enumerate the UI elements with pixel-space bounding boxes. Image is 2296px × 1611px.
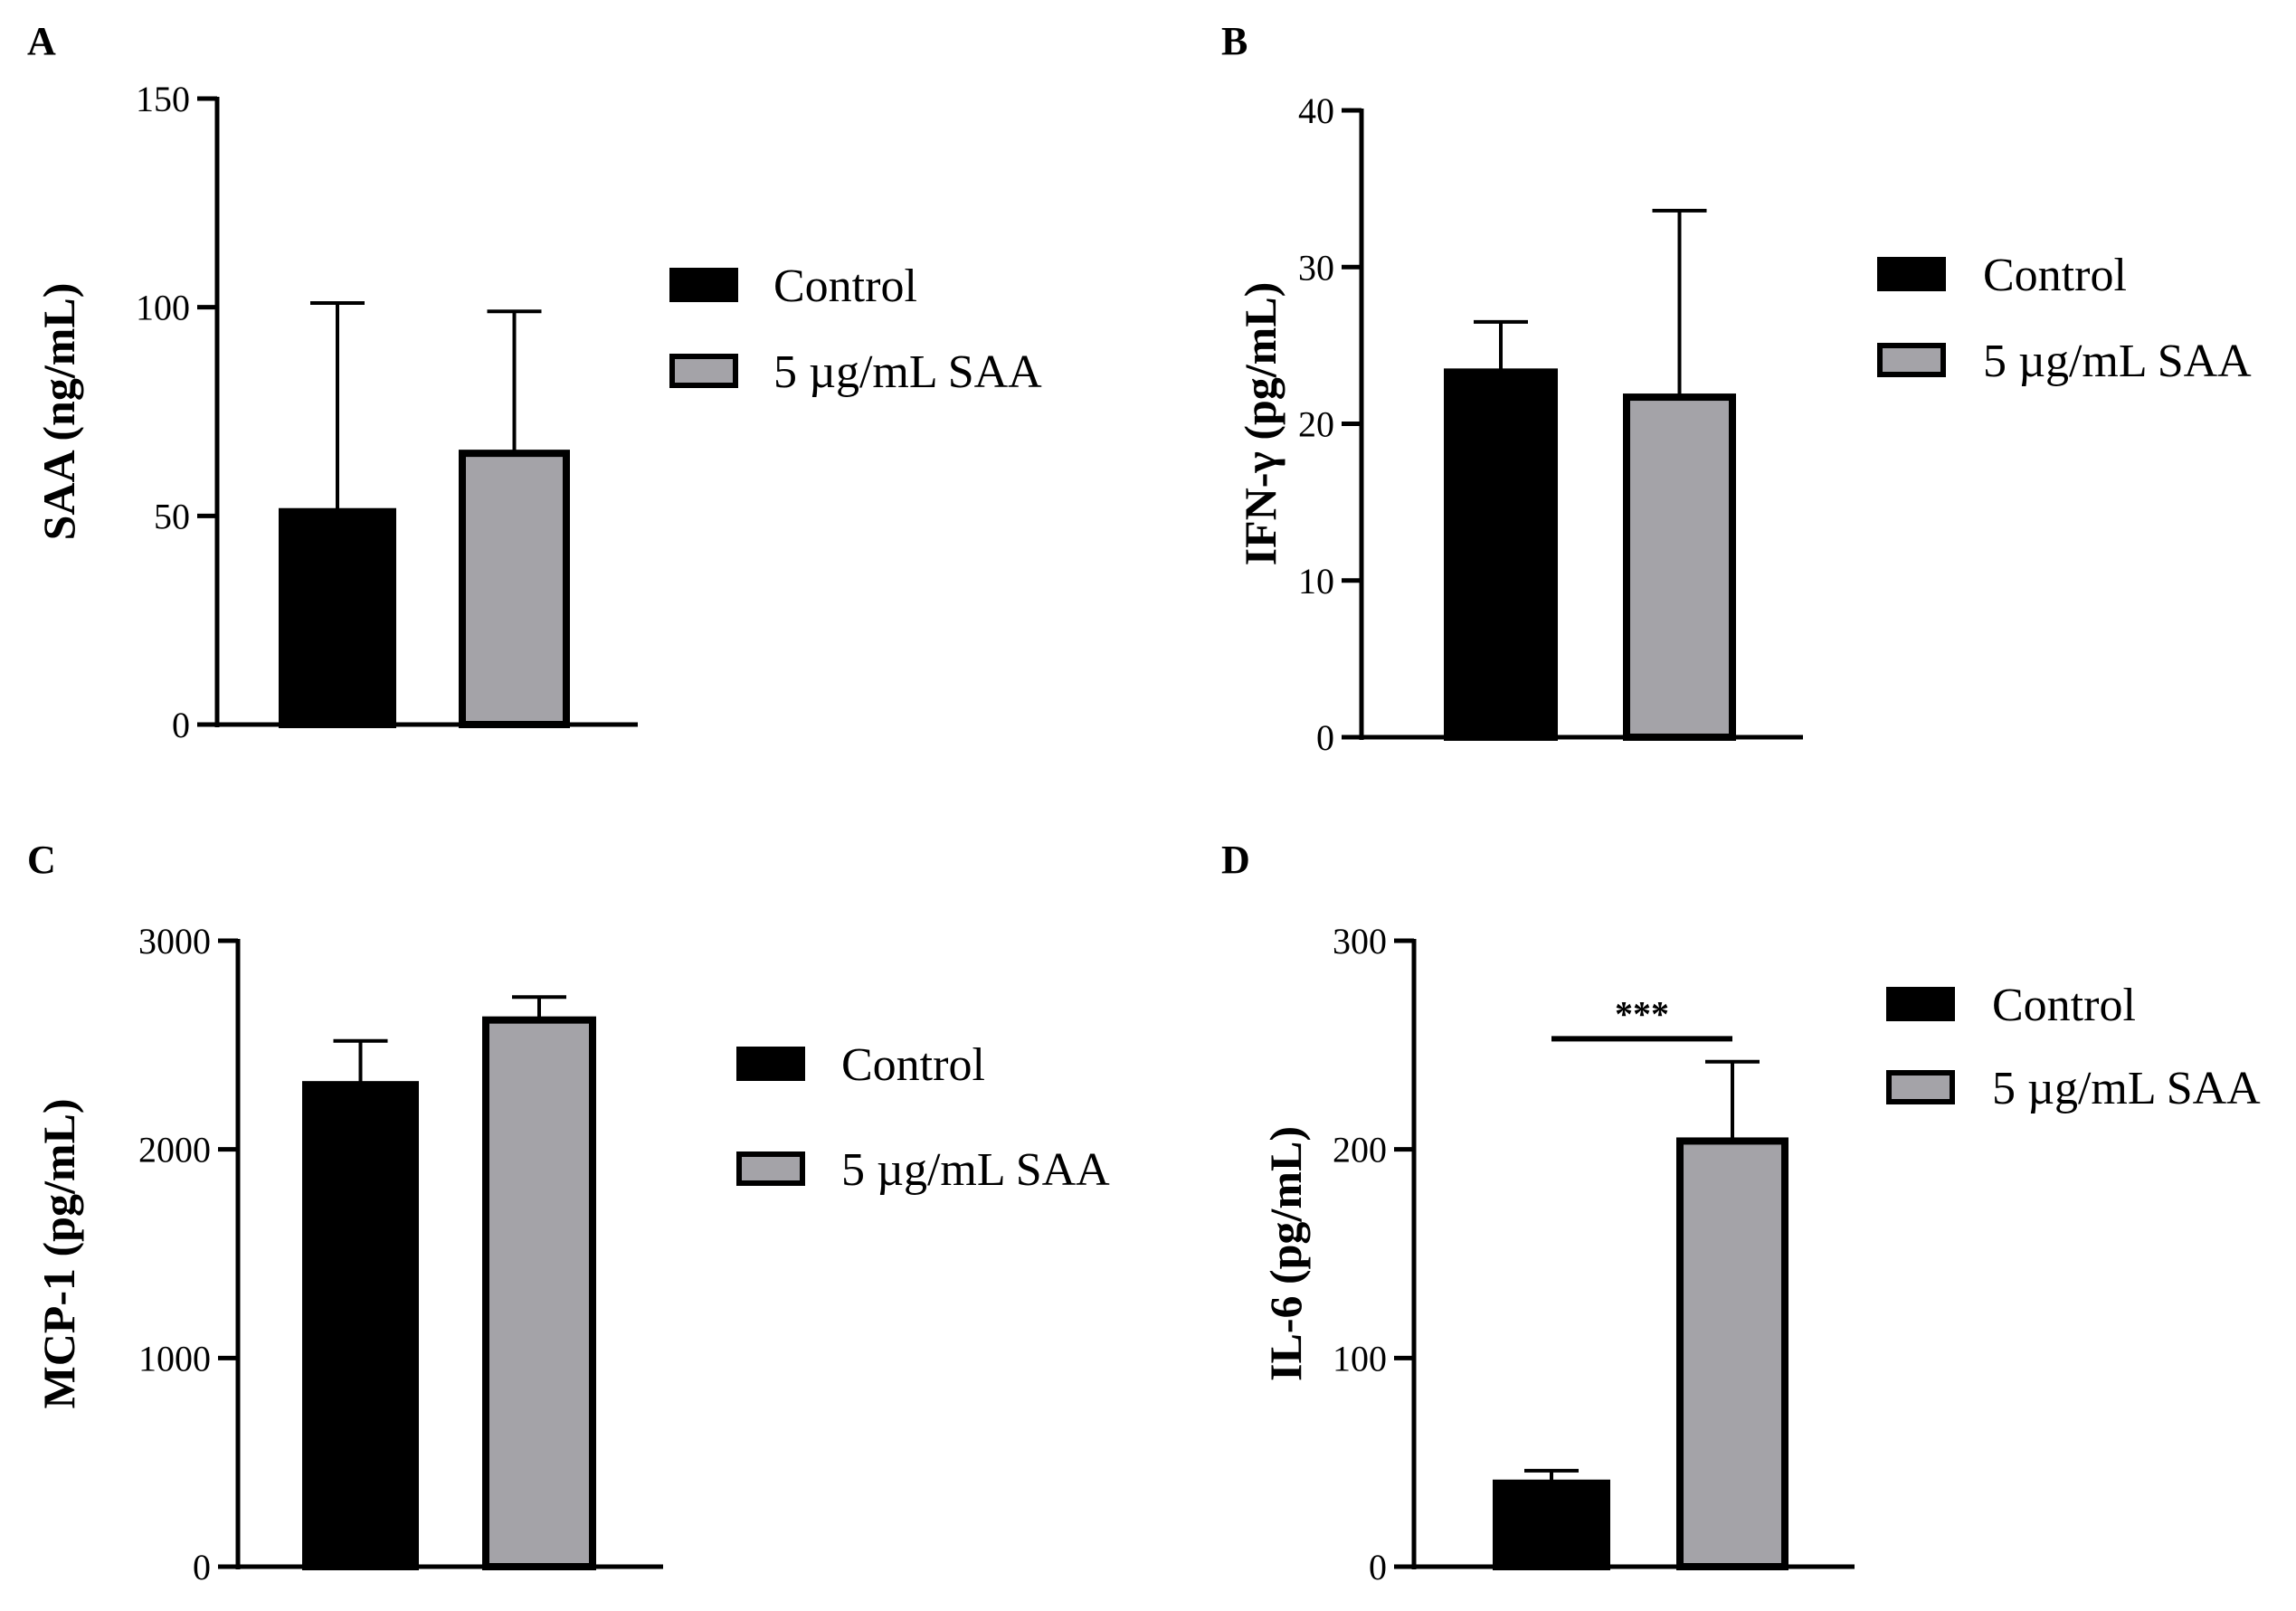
y-tick-label: 0 — [1369, 1547, 1387, 1587]
y-axis-label: SAA (ng/mL) — [33, 283, 84, 541]
legend-swatch-treated — [1877, 343, 1946, 377]
legend-swatch-control — [1886, 987, 1955, 1021]
panel-label: D — [1221, 838, 1250, 882]
panel-b: B IFN-γ (pg/mL) 0 10 20 30 40 Control 5 µg/mL SA… — [1221, 19, 2252, 758]
panel-label: B — [1221, 19, 1248, 63]
y-tick-label: 40 — [1298, 90, 1334, 131]
y-tick-label: 10 — [1298, 561, 1334, 602]
y-tick-label: 200 — [1333, 1130, 1387, 1170]
y-tick-label: 3000 — [138, 921, 211, 962]
legend-swatch-control — [736, 1047, 805, 1081]
legend-label-treated: 5 µg/mL SAA — [1992, 1063, 2261, 1114]
legend-label-treated: 5 µg/mL SAA — [841, 1144, 1110, 1196]
legend-label-treated: 5 µg/mL SAA — [773, 346, 1042, 398]
panel-c: C MCP-1 (pg/mL) 0 1000 2000 3000 Control 5 µg/m… — [27, 838, 1110, 1587]
legend: Control 5 µg/mL SAA — [736, 1039, 1110, 1196]
bar-control — [279, 507, 396, 728]
legend-swatch-treated — [669, 354, 738, 388]
y-axis-label: MCP-1 (pg/mL) — [33, 1099, 84, 1409]
y-tick-label: 100 — [1333, 1338, 1387, 1379]
y-tick-label: 0 — [1316, 717, 1334, 758]
y-tick-label: 2000 — [138, 1130, 211, 1170]
legend-label-control: Control — [773, 261, 917, 312]
legend-label-control: Control — [841, 1039, 985, 1091]
significance-label: *** — [1615, 993, 1669, 1034]
legend-swatch-control — [1877, 257, 1946, 291]
panel-a: A SAA (ng/mL) 0 50 100 150 Control 5 µg/mL SAA — [27, 19, 1042, 745]
bar-control — [1444, 368, 1558, 741]
bar-treated — [1676, 1137, 1788, 1570]
y-tick-label: 100 — [136, 288, 190, 328]
legend-label-control: Control — [1992, 980, 2136, 1031]
y-tick-label: 150 — [136, 79, 190, 119]
y-axis-label: IL-6 (pg/mL) — [1260, 1126, 1311, 1381]
y-tick-label: 0 — [172, 705, 190, 745]
legend-label-control: Control — [1983, 250, 2127, 301]
panel-d: D IL-6 (pg/mL) 0 100 200 300 *** Control 5 µg/mL… — [1221, 838, 2261, 1587]
bar-treated — [482, 1016, 596, 1570]
panel-label: A — [27, 19, 56, 63]
bar-treated — [459, 450, 570, 728]
legend-label-treated: 5 µg/mL SAA — [1983, 336, 2252, 387]
legend-swatch-treated — [736, 1151, 805, 1186]
legend-swatch-treated — [1886, 1070, 1955, 1104]
legend: Control 5 µg/mL SAA — [1886, 980, 2261, 1114]
panel-label: C — [27, 838, 56, 882]
y-tick-label: 20 — [1298, 404, 1334, 445]
y-axis-label: IFN-γ (pg/mL) — [1235, 282, 1286, 566]
y-tick-label: 1000 — [138, 1338, 211, 1379]
y-tick-label: 300 — [1333, 921, 1387, 962]
y-tick-label: 30 — [1298, 247, 1334, 288]
bar-control — [1493, 1479, 1610, 1570]
y-tick-label: 0 — [193, 1547, 211, 1587]
bar-treated — [1623, 393, 1736, 741]
bar-control — [302, 1081, 419, 1571]
legend: Control 5 µg/mL SAA — [669, 261, 1042, 398]
legend-swatch-control — [669, 268, 738, 302]
legend: Control 5 µg/mL SAA — [1877, 250, 2252, 387]
y-tick-label: 50 — [154, 496, 190, 536]
